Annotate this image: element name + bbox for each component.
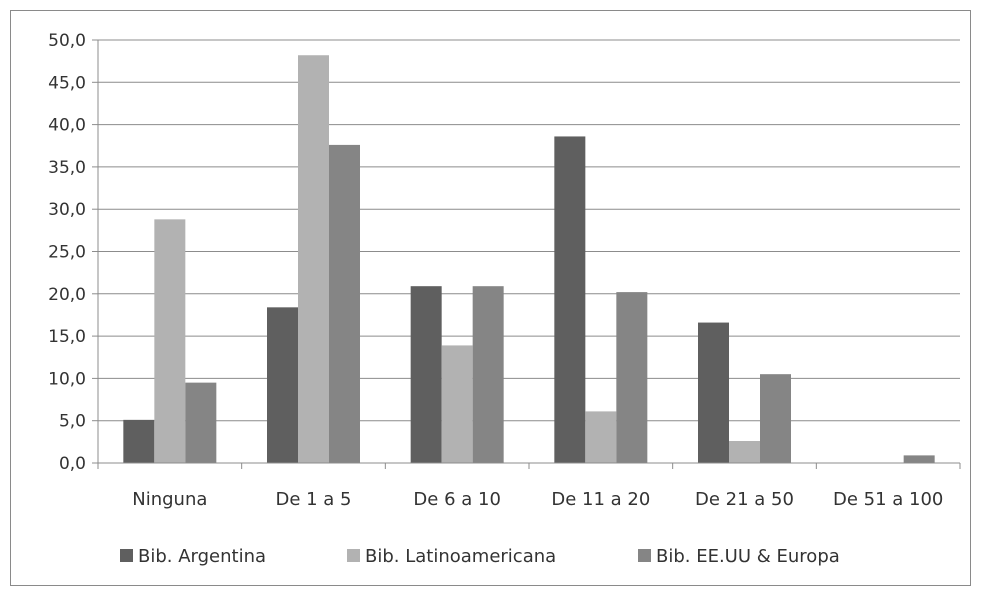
- bar: [729, 441, 760, 463]
- bar: [410, 286, 442, 463]
- bar: [616, 292, 648, 463]
- legend-swatch: [638, 549, 651, 562]
- legend-label: Bib. Argentina: [138, 546, 266, 567]
- bar: [903, 455, 935, 463]
- y-tick-label: 0,0: [59, 454, 86, 474]
- legend-label: Bib. Latinoamericana: [365, 546, 556, 567]
- bar: [585, 411, 617, 463]
- bar: [298, 55, 329, 464]
- x-tick-label: De 6 a 10: [413, 489, 501, 510]
- gridlines: [98, 39, 960, 422]
- bar: [329, 144, 360, 464]
- bar: [441, 345, 473, 463]
- axes: [92, 39, 961, 469]
- bar: [154, 219, 186, 463]
- x-tick-label: Ninguna: [132, 489, 207, 510]
- bar: [760, 374, 791, 463]
- bar: [267, 307, 298, 463]
- y-tick-label: 5,0: [59, 412, 86, 432]
- y-tick-label: 15,0: [48, 327, 86, 347]
- y-tick-label: 50,0: [48, 31, 86, 51]
- y-tick-labels: 0,0 5,0 10,0 15,0 20,0 25,0 30,0 35,0 40,0 45,0 50…: [48, 31, 86, 474]
- bar: [472, 286, 504, 463]
- bar: [123, 419, 155, 463]
- y-tick-label: 25,0: [48, 243, 86, 263]
- legend-swatch: [120, 549, 133, 562]
- legend-swatch: [347, 549, 360, 562]
- x-tick-label: De 11 a 20: [551, 489, 650, 510]
- y-tick-label: 35,0: [48, 158, 86, 178]
- x-tick-label: De 21 a 50: [695, 489, 794, 510]
- x-tick-label: De 51 a 100: [833, 489, 943, 510]
- y-tick-label: 10,0: [48, 369, 86, 389]
- y-tick-label: 40,0: [48, 116, 86, 136]
- legend: Bib. Argentina Bib. Latinoamericana Bib. E…: [120, 546, 840, 567]
- bar: [554, 136, 586, 463]
- y-tick-label: 30,0: [48, 200, 86, 220]
- bars: [123, 55, 935, 464]
- bar: [698, 322, 729, 463]
- bar: [185, 382, 217, 463]
- x-tick-label: De 1 a 5: [275, 489, 351, 510]
- y-tick-label: 20,0: [48, 285, 86, 305]
- x-tick-labels: Ninguna De 1 a 5 De 6 a 10 De 11 a 20 De 21 …: [132, 489, 943, 510]
- y-tick-label: 45,0: [48, 73, 86, 93]
- legend-label: Bib. EE.UU & Europa: [656, 546, 840, 567]
